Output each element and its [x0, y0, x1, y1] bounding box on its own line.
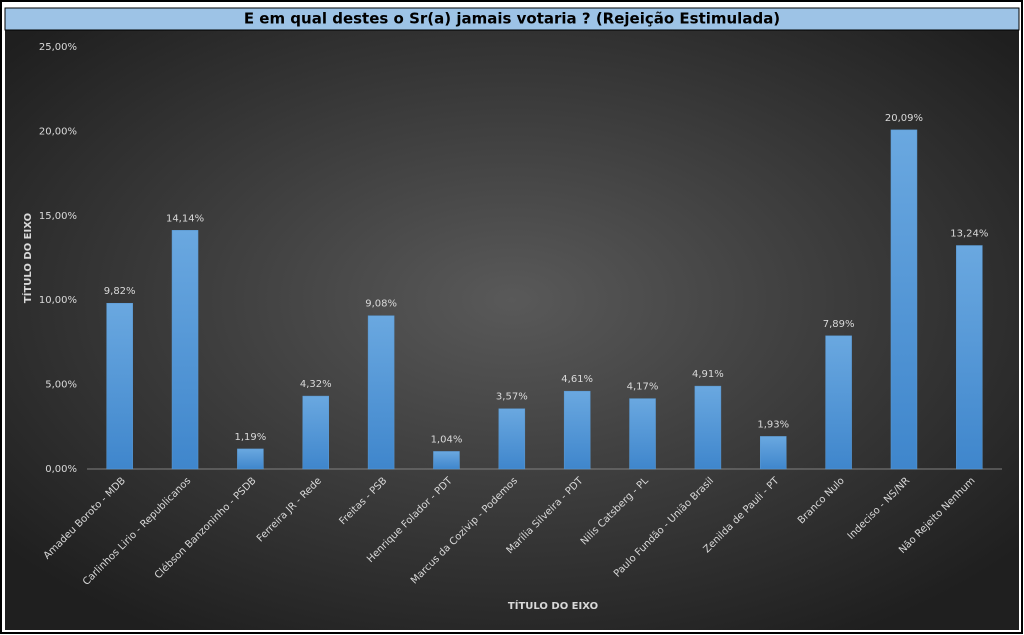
y-tick-label: 5,00%: [45, 380, 77, 391]
bar: [956, 245, 983, 470]
data-label: 4,17%: [627, 382, 659, 393]
data-label: 4,61%: [561, 374, 593, 385]
data-label: 1,04%: [431, 434, 463, 445]
y-tick-label: 15,00%: [39, 211, 77, 222]
data-label: 14,14%: [166, 213, 204, 224]
bar: [171, 230, 199, 470]
bar: [563, 390, 591, 470]
data-label: 1,19%: [235, 432, 267, 443]
bar: [498, 408, 526, 470]
y-tick-label: 10,00%: [39, 295, 77, 306]
bar: [237, 448, 264, 470]
y-tick-label: 25,00%: [39, 42, 77, 53]
bar: [302, 395, 329, 470]
y-tick-label: 0,00%: [45, 464, 77, 475]
data-label: 13,24%: [950, 229, 988, 240]
data-label: 9,82%: [104, 286, 136, 297]
bar: [367, 315, 395, 470]
data-label: 1,93%: [757, 419, 789, 430]
chart-title: E em qual destes o Sr(a) jamais votaria …: [244, 10, 780, 28]
y-axis-title: TÍTULO DO EIXO: [21, 213, 34, 303]
bar: [760, 436, 787, 470]
data-label: 9,08%: [365, 299, 397, 310]
title-bar: [4, 7, 1020, 31]
bar: [694, 385, 722, 470]
data-label: 3,57%: [496, 392, 528, 403]
data-label: 4,91%: [692, 369, 724, 380]
x-axis-title: TÍTULO DO EIXO: [508, 599, 598, 612]
data-label: 7,89%: [823, 319, 855, 330]
bar: [106, 302, 133, 470]
bar: [433, 451, 460, 470]
y-tick-label: 20,00%: [39, 126, 77, 137]
data-label: 20,09%: [885, 113, 923, 124]
bar: [629, 398, 656, 470]
bar: [825, 335, 852, 470]
bar: [890, 129, 918, 470]
data-label: 4,32%: [300, 379, 332, 390]
